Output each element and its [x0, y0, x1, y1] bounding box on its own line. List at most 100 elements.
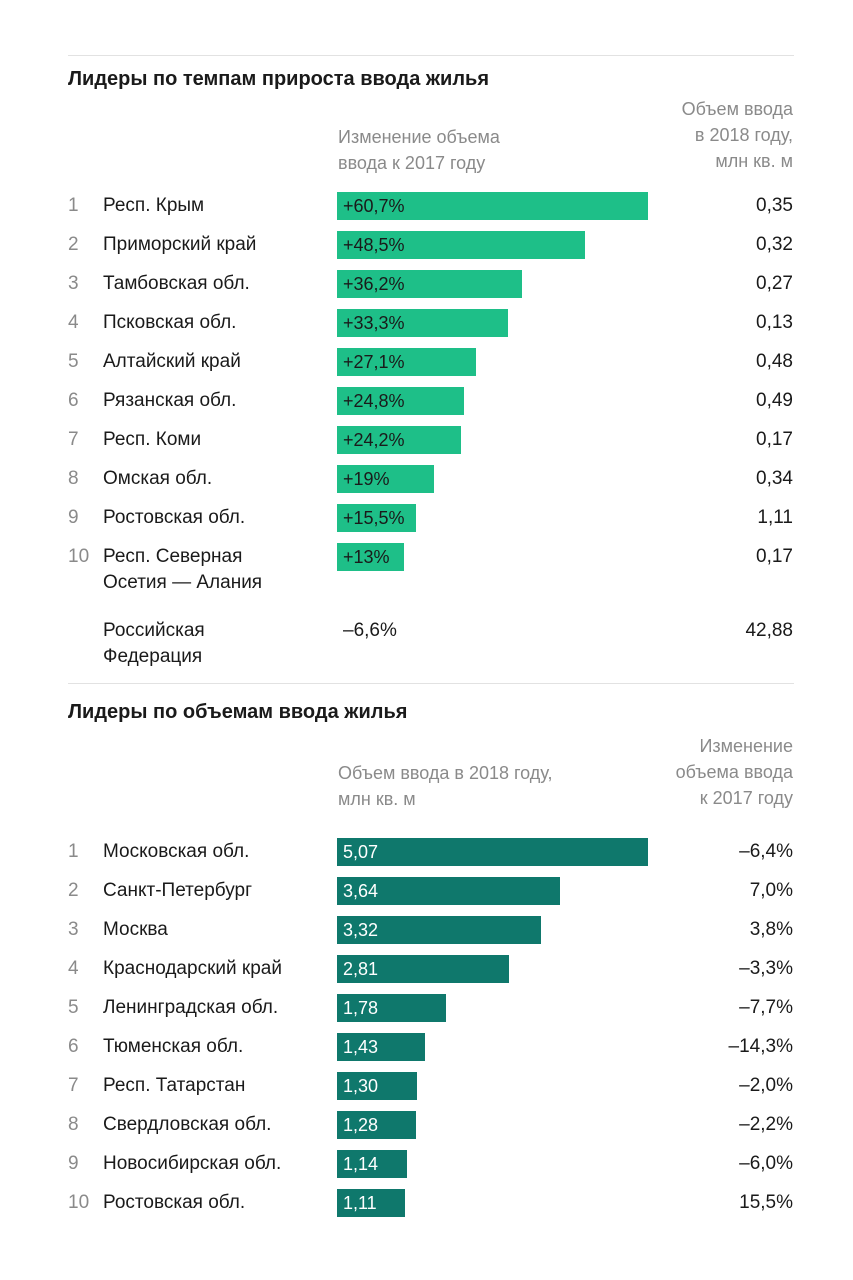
bar — [337, 1072, 417, 1100]
bar — [337, 916, 541, 944]
region-name: Алтайский край — [103, 351, 241, 372]
bar-label: +13% — [343, 547, 390, 567]
bar — [337, 465, 435, 493]
side-value: 3,8% — [749, 919, 793, 940]
rank: 4 — [68, 958, 79, 979]
region-name: Ростовская обл. — [103, 1192, 246, 1213]
bar — [337, 348, 476, 376]
side-value: 0,13 — [756, 312, 793, 333]
bar — [337, 1111, 416, 1139]
side-value: –2,2% — [739, 1114, 793, 1135]
chart-title: Лидеры по объемам ввода жилья — [68, 701, 408, 723]
rank: 8 — [68, 468, 79, 489]
side-value: 0,35 — [756, 195, 793, 216]
region-name: Свердловская обл. — [103, 1114, 272, 1135]
side-value: –6,4% — [739, 841, 793, 862]
rank: 9 — [68, 1153, 79, 1174]
bar-label: 3,64 — [343, 881, 379, 901]
side-value: –3,3% — [739, 958, 793, 979]
side-value: 0,17 — [756, 546, 793, 567]
bar — [337, 426, 461, 454]
bar-label: +27,1% — [343, 352, 405, 372]
bar — [337, 877, 561, 905]
total-value: –6,6% — [343, 620, 397, 641]
bar-label: +24,8% — [343, 391, 405, 411]
column-header: Объем ввода в 2018 году, млн кв. м — [338, 763, 553, 809]
region-name: Респ. Северная Осетия — Алания — [103, 546, 263, 593]
bar — [337, 994, 447, 1022]
side-value: 0,49 — [756, 390, 793, 411]
region-name: Респ. Татарстан — [103, 1075, 246, 1096]
bar — [337, 1189, 406, 1217]
bar-label: 1,11 — [343, 1193, 377, 1213]
rank: 2 — [68, 234, 79, 255]
side-value: –6,0% — [739, 1153, 793, 1174]
bar-label: 3,32 — [343, 920, 379, 940]
rank: 10 — [68, 1192, 90, 1213]
side-value: 0,48 — [756, 351, 793, 372]
side-value: 7,0% — [749, 880, 793, 901]
bar — [337, 270, 523, 298]
side-value: 0,27 — [756, 273, 793, 294]
side-value: 15,5% — [739, 1192, 793, 1213]
bar — [337, 1033, 425, 1061]
bar-label: 1,28 — [343, 1115, 379, 1135]
bar-label: +60,7% — [343, 196, 405, 216]
side-value: 0,17 — [756, 429, 793, 450]
bar-label: +24,2% — [343, 430, 405, 450]
side-value: 1,11 — [757, 507, 793, 528]
rank: 8 — [68, 1114, 79, 1135]
bar-label: +33,3% — [343, 313, 405, 333]
rank: 9 — [68, 507, 79, 528]
side-value: 0,34 — [756, 468, 793, 489]
bar — [337, 543, 404, 571]
region-name: Ленинградская обл. — [103, 997, 279, 1018]
bar — [337, 838, 648, 866]
side-value: –7,7% — [739, 997, 793, 1018]
bar-label: 1,30 — [343, 1076, 379, 1096]
rank: 1 — [68, 841, 79, 862]
column-header: Объем ввода в 2018 году, млн кв. м — [681, 99, 793, 171]
region-name: Новосибирская обл. — [103, 1153, 282, 1174]
chart-title: Лидеры по темпам прироста ввода жилья — [68, 68, 490, 90]
rank: 5 — [68, 351, 79, 372]
region-name: Псковская обл. — [103, 312, 237, 333]
column-header: Изменение объема ввода к 2017 году — [675, 736, 793, 808]
bar — [337, 231, 586, 259]
rank: 7 — [68, 1075, 79, 1096]
bar-label: 1,43 — [343, 1037, 379, 1057]
bar-label: +19% — [343, 469, 390, 489]
region-name: Санкт-Петербург — [103, 880, 253, 901]
bar-label: 1,78 — [343, 998, 379, 1018]
rank: 6 — [68, 390, 79, 411]
bar — [337, 955, 510, 983]
rank: 2 — [68, 880, 79, 901]
region-name: Респ. Крым — [103, 195, 205, 216]
region-name: Москва — [103, 919, 168, 940]
rank: 10 — [68, 546, 90, 567]
rank: 6 — [68, 1036, 79, 1057]
region-name: Тюменская обл. — [103, 1036, 244, 1057]
rank: 3 — [68, 919, 79, 940]
region-name: Тамбовская обл. — [103, 273, 250, 294]
column-header: Изменение объема ввода к 2017 году — [338, 127, 500, 173]
bar-label: +15,5% — [343, 508, 405, 528]
bar-label: 2,81 — [343, 959, 379, 979]
total-side-value: 42,88 — [745, 620, 793, 641]
divider — [68, 55, 794, 56]
region-name: Омская обл. — [103, 468, 213, 489]
region-name: Респ. Коми — [103, 429, 202, 450]
rank: 5 — [68, 997, 79, 1018]
rank: 1 — [68, 195, 79, 216]
bar-label: +36,2% — [343, 274, 405, 294]
total-name: Российская Федерация — [103, 620, 205, 667]
rank: 3 — [68, 273, 79, 294]
side-value: –14,3% — [728, 1036, 793, 1057]
region-name: Рязанская обл. — [103, 390, 237, 411]
bar — [337, 387, 465, 415]
bar-label: 1,14 — [343, 1154, 379, 1174]
rank: 4 — [68, 312, 79, 333]
rank: 7 — [68, 429, 79, 450]
side-value: 0,32 — [756, 234, 793, 255]
